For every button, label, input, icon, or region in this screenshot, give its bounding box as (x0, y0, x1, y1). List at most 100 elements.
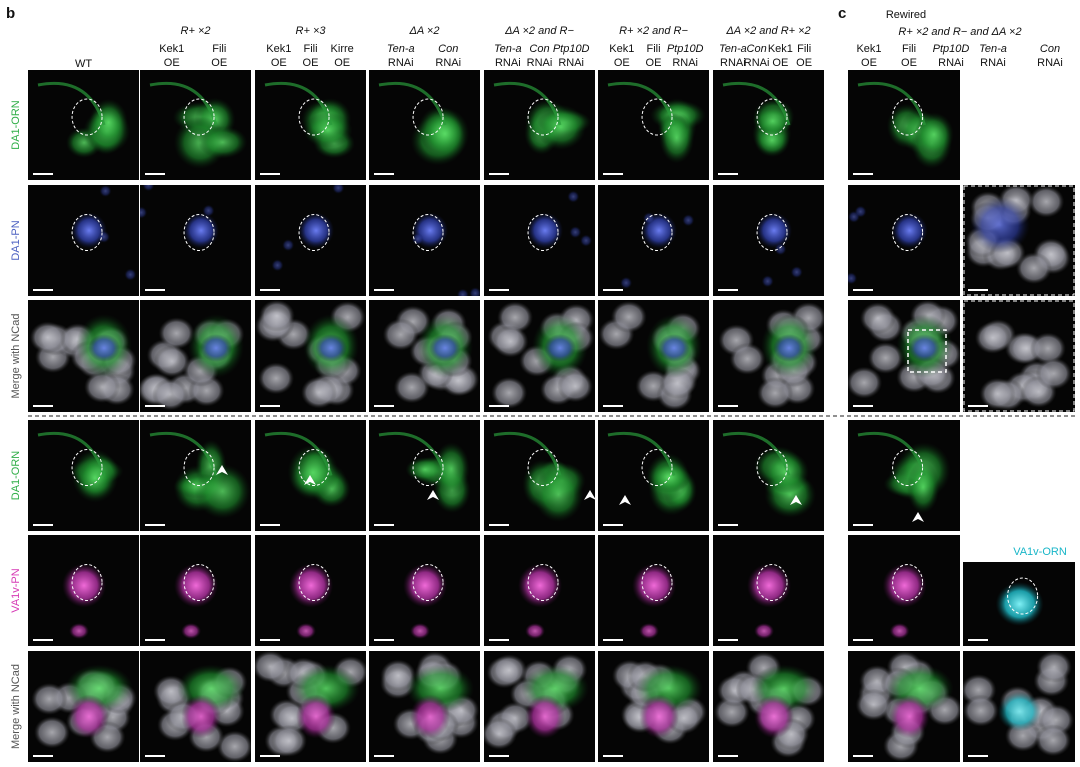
panel-subheader: R+ ×2 and R− and ΔA ×2 (898, 26, 1021, 38)
signal (124, 268, 137, 281)
signal (527, 212, 564, 249)
manipulation-label: OE (772, 57, 788, 69)
micrograph (369, 651, 480, 762)
signal (97, 230, 110, 243)
micrograph-content (848, 70, 960, 180)
signal (754, 694, 795, 739)
arrowhead (584, 490, 596, 500)
signal (535, 104, 586, 150)
signal (405, 457, 445, 482)
signal (533, 467, 584, 522)
manipulation-label: RNAi (744, 57, 770, 69)
micrograph-content (713, 70, 824, 180)
micrograph (484, 651, 595, 762)
signal (271, 259, 284, 272)
gene-label: Kek1 (856, 43, 881, 55)
outline (412, 449, 444, 486)
micrograph (598, 535, 709, 646)
micrograph-content (28, 70, 139, 180)
micrograph-content (140, 300, 251, 412)
signal (216, 730, 251, 762)
manipulation-label: OE (271, 57, 287, 69)
row-label: DA1-ORN (10, 451, 22, 501)
gene-label: Con (1040, 43, 1060, 55)
micrograph (255, 420, 366, 531)
gene-label: Con (529, 43, 549, 55)
micrograph (713, 420, 824, 531)
micrograph-content (255, 535, 366, 646)
group-header: ΔA ×2 and R+ ×2 (725, 25, 810, 37)
outline (1007, 577, 1039, 615)
micrograph-content (484, 300, 595, 412)
manipulation-label: RNAi (558, 57, 584, 69)
signal (469, 287, 480, 296)
micrograph-content (598, 651, 709, 762)
micrograph-content (369, 300, 480, 412)
gene-label: Kirre (331, 43, 354, 55)
outline (641, 564, 673, 601)
micrograph (28, 420, 139, 531)
signal (632, 563, 677, 608)
micrograph-content (369, 185, 480, 296)
micrograph (484, 70, 595, 180)
signal (301, 376, 338, 409)
gene-label: Ptp10D (667, 43, 704, 55)
outline (641, 214, 673, 251)
gene-label: Fili (646, 43, 660, 55)
micrograph (598, 185, 709, 296)
micrograph (484, 535, 595, 646)
manipulation-label: OE (901, 57, 917, 69)
micrograph-content (713, 651, 824, 762)
micrograph (369, 185, 480, 296)
micrograph-content (484, 185, 595, 296)
axon (607, 81, 676, 126)
signal (497, 301, 534, 334)
signal (1015, 252, 1052, 285)
gene-label: Con (747, 43, 767, 55)
outline (298, 564, 330, 601)
micrograph-content (140, 651, 251, 762)
micrograph (963, 562, 1075, 646)
signal (544, 334, 577, 362)
signal (729, 342, 766, 375)
signal (882, 563, 927, 608)
signal (410, 694, 451, 739)
signal (658, 334, 691, 362)
signal (76, 457, 114, 499)
gene-label: Kek1 (609, 43, 634, 55)
axon (607, 431, 676, 476)
signal (659, 111, 695, 164)
micrograph (848, 70, 960, 180)
micrograph (713, 300, 824, 412)
signal (757, 376, 794, 409)
signal (974, 321, 1011, 354)
micrograph-content (255, 185, 366, 296)
manipulation-label: RNAi (388, 57, 414, 69)
signal (197, 125, 248, 159)
micrograph-content (963, 562, 1075, 646)
micrograph (713, 70, 824, 180)
outline (298, 449, 330, 486)
group-header: R+ ×2 and R− (619, 25, 688, 37)
signal (194, 464, 251, 519)
micrograph (598, 300, 709, 412)
signal (142, 185, 155, 192)
micrograph (848, 651, 960, 762)
signal (889, 694, 930, 739)
micrograph (484, 300, 595, 412)
signal (62, 563, 107, 608)
gene-label: Kek1 (266, 43, 291, 55)
signal (855, 688, 892, 721)
micrograph-content (255, 651, 366, 762)
signal (258, 362, 295, 395)
signal (492, 325, 529, 358)
signal (420, 107, 470, 161)
signal (1036, 651, 1073, 683)
signal (296, 623, 317, 639)
signal (891, 212, 928, 249)
outline (71, 449, 103, 486)
micrograph (484, 420, 595, 531)
micrograph-content (848, 535, 960, 646)
panel-label: b (6, 5, 15, 22)
gene-label: Fili (902, 43, 916, 55)
